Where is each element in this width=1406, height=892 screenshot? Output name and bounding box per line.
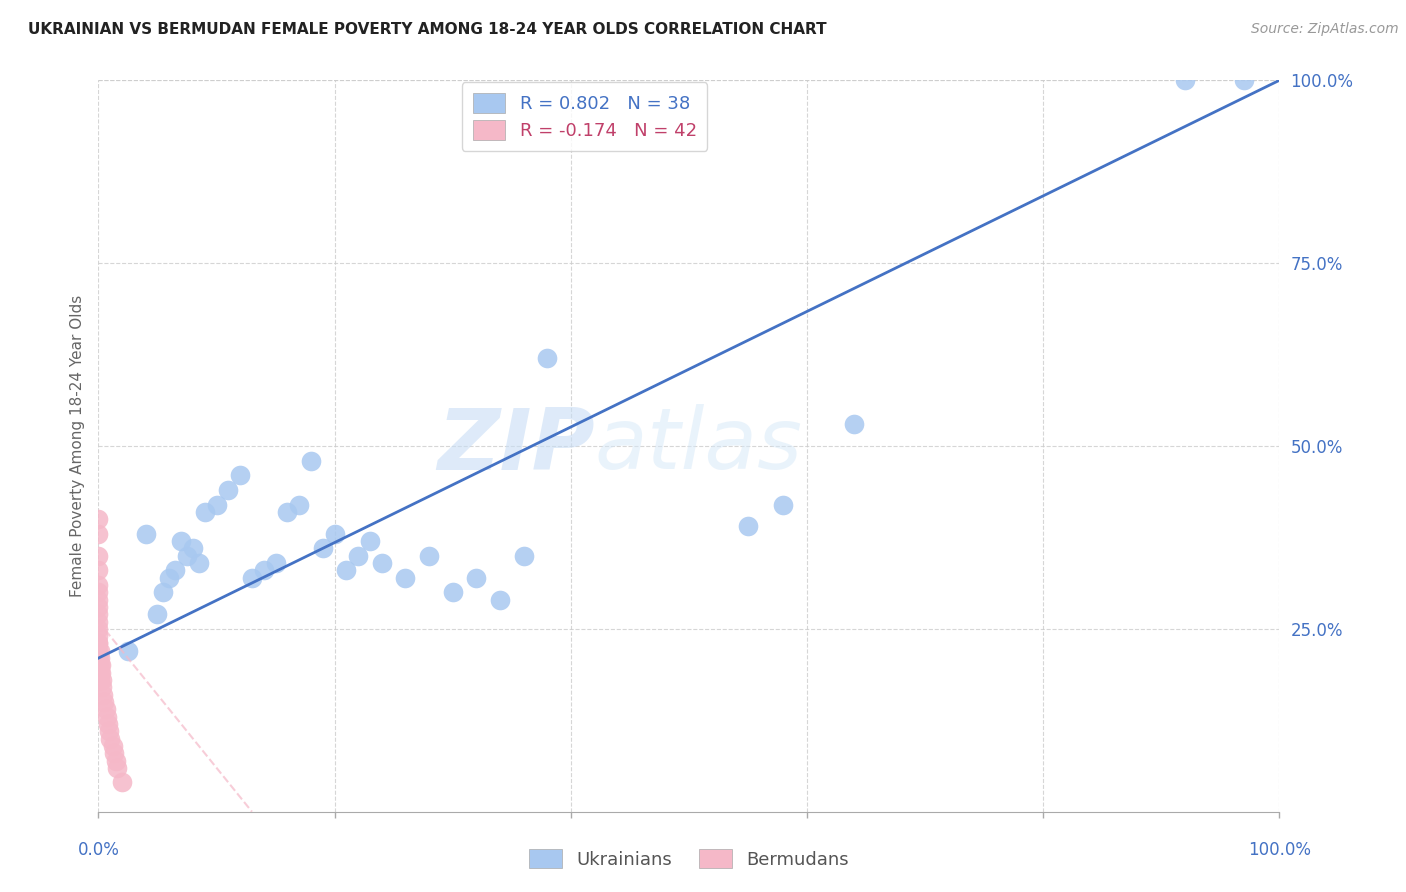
Point	[152, 585, 174, 599]
Point	[1174, 73, 1197, 87]
Point	[87, 636, 110, 650]
Point	[98, 731, 121, 746]
Point	[87, 665, 110, 680]
Point	[165, 563, 187, 577]
Point	[90, 665, 112, 680]
Point	[91, 688, 114, 702]
Point	[94, 702, 117, 716]
Point	[489, 592, 512, 607]
Point	[103, 746, 125, 760]
Point	[89, 673, 111, 687]
Point	[512, 549, 534, 563]
Point	[87, 549, 110, 563]
Point	[359, 534, 381, 549]
Point	[87, 599, 110, 614]
Text: ZIP: ZIP	[437, 404, 595, 488]
Point	[418, 549, 440, 563]
Point	[323, 526, 346, 541]
Point	[394, 571, 416, 585]
Point	[105, 761, 128, 775]
Point	[87, 607, 110, 622]
Point	[96, 709, 118, 723]
Text: 0.0%: 0.0%	[77, 841, 120, 859]
Point	[441, 585, 464, 599]
Point	[87, 644, 110, 658]
Point	[170, 534, 193, 549]
Point	[335, 563, 357, 577]
Point	[253, 563, 276, 577]
Text: atlas: atlas	[595, 404, 803, 488]
Point	[87, 578, 110, 592]
Point	[737, 519, 759, 533]
Point	[347, 549, 370, 563]
Point	[217, 483, 239, 497]
Point	[844, 417, 866, 431]
Point	[176, 549, 198, 563]
Point	[91, 681, 114, 695]
Point	[87, 673, 110, 687]
Point	[87, 585, 110, 599]
Legend: Ukrainians, Bermudans: Ukrainians, Bermudans	[522, 841, 856, 876]
Point	[98, 724, 121, 739]
Point	[87, 592, 110, 607]
Point	[117, 644, 139, 658]
Point	[240, 571, 263, 585]
Point	[87, 658, 110, 673]
Point	[89, 658, 111, 673]
Point	[87, 615, 110, 629]
Point	[1233, 73, 1256, 87]
Text: 100.0%: 100.0%	[1249, 841, 1310, 859]
Point	[89, 651, 111, 665]
Point	[157, 571, 180, 585]
Point	[264, 556, 287, 570]
Point	[93, 695, 115, 709]
Point	[312, 541, 335, 556]
Point	[146, 607, 169, 622]
Point	[87, 563, 110, 577]
Point	[111, 775, 134, 789]
Point	[89, 644, 111, 658]
Point	[187, 556, 209, 570]
Point	[772, 498, 794, 512]
Point	[91, 673, 114, 687]
Point	[194, 505, 217, 519]
Point	[276, 505, 298, 519]
Point	[87, 658, 110, 673]
Text: Source: ZipAtlas.com: Source: ZipAtlas.com	[1251, 22, 1399, 37]
Text: UKRAINIAN VS BERMUDAN FEMALE POVERTY AMONG 18-24 YEAR OLDS CORRELATION CHART: UKRAINIAN VS BERMUDAN FEMALE POVERTY AMO…	[28, 22, 827, 37]
Point	[465, 571, 488, 585]
Y-axis label: Female Poverty Among 18-24 Year Olds: Female Poverty Among 18-24 Year Olds	[69, 295, 84, 597]
Point	[371, 556, 394, 570]
Point	[288, 498, 311, 512]
Point	[87, 629, 110, 643]
Point	[89, 665, 111, 680]
Point	[105, 754, 128, 768]
Point	[87, 651, 110, 665]
Point	[87, 526, 110, 541]
Point	[205, 498, 228, 512]
Point	[135, 526, 157, 541]
Point	[181, 541, 204, 556]
Point	[229, 468, 252, 483]
Point	[87, 636, 110, 650]
Point	[299, 453, 322, 467]
Point	[97, 717, 120, 731]
Point	[90, 658, 112, 673]
Point	[87, 512, 110, 526]
Point	[87, 651, 110, 665]
Point	[101, 739, 124, 753]
Point	[87, 622, 110, 636]
Point	[536, 351, 558, 366]
